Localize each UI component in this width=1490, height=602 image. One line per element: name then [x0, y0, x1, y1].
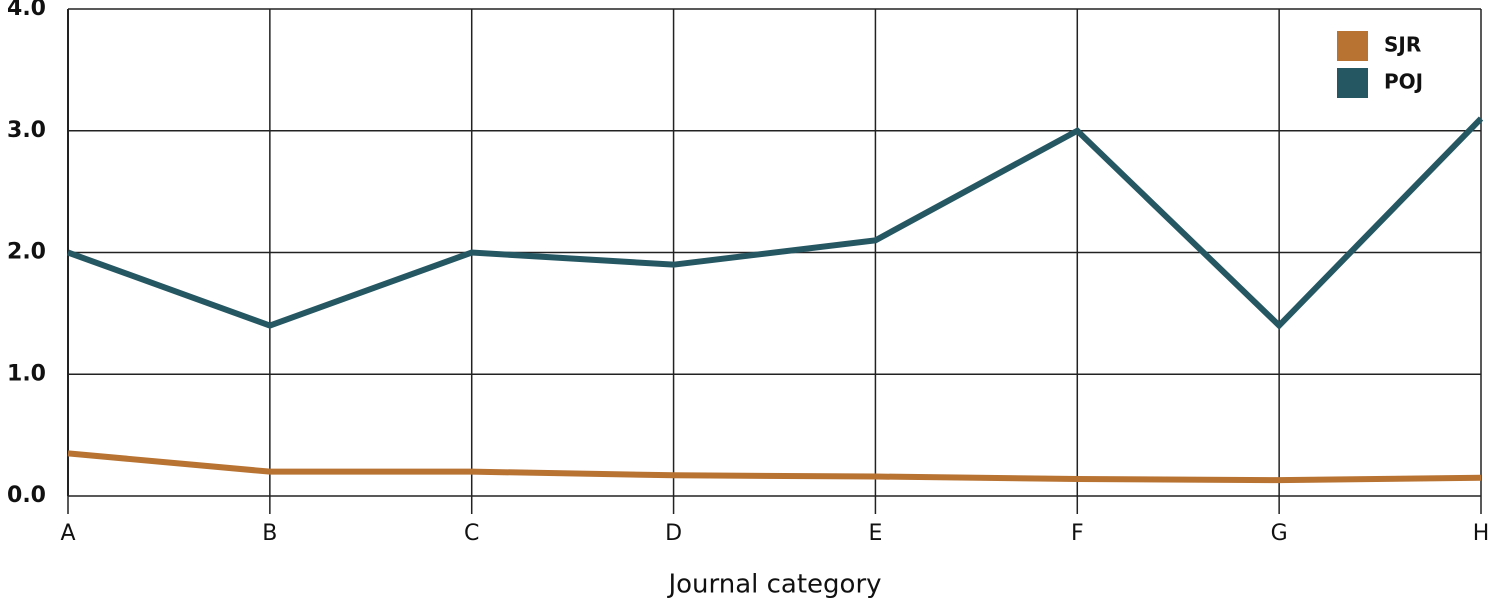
x-tick-label: G [1271, 521, 1288, 546]
x-tick-label: A [60, 521, 75, 546]
x-tick-label: F [1071, 521, 1084, 546]
legend-label: POJ [1384, 70, 1423, 94]
x-tick-label: D [665, 521, 682, 546]
series-line [67, 450, 1482, 484]
y-tick-label: 0.0 [7, 483, 46, 508]
y-tick-label: 2.0 [7, 240, 46, 265]
y-tick-label: 4.0 [7, 0, 46, 21]
legend-label: SJR [1384, 33, 1421, 57]
x-tick-label: H [1473, 521, 1490, 546]
series-line [66, 116, 1484, 330]
x-tick-label: E [868, 521, 882, 546]
y-tick-label: 1.0 [7, 361, 46, 386]
y-tick-label: 3.0 [7, 118, 46, 143]
x-axis-label: Journal category [666, 570, 881, 600]
legend-swatch [1337, 31, 1368, 61]
x-tick-label: B [262, 521, 277, 546]
legend-swatch [1337, 68, 1368, 98]
x-tick-label: C [464, 521, 479, 546]
